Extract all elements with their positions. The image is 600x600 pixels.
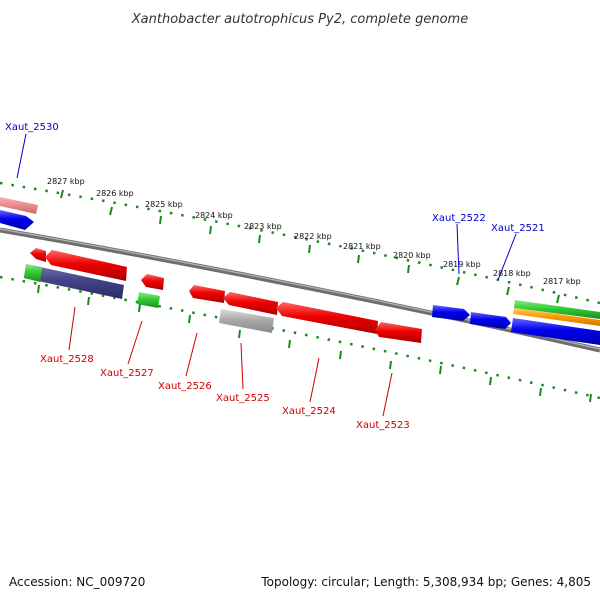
leader-line — [16, 133, 27, 179]
gene-rna-left[interactable] — [24, 264, 42, 282]
gene-xaut-2525[interactable] — [219, 309, 274, 333]
gene-reverse-small[interactable] — [30, 248, 46, 262]
ruler-tick — [288, 339, 291, 349]
scale-label-2820: 2820 kbp — [393, 251, 431, 260]
ruler-tick — [60, 189, 64, 199]
gene-forward[interactable] — [0, 210, 34, 230]
gene-xaut-2527[interactable] — [137, 292, 160, 308]
accession-text: Accession: NC_009720 — [9, 575, 145, 589]
scale-label-2825: 2825 kbp — [145, 200, 183, 209]
gene-reverse-mid[interactable] — [223, 292, 278, 315]
outer-ruler-major-ticks — [60, 189, 560, 304]
ruler-tick — [489, 376, 492, 386]
leader-line — [240, 342, 244, 390]
ruler-tick — [439, 365, 442, 375]
gene-reverse-small-2[interactable] — [141, 274, 164, 290]
leader-line — [185, 332, 198, 377]
scale-label-2824: 2824 kbp — [195, 211, 233, 220]
scale-labels: 2827 kbp 2826 kbp 2825 kbp 2824 kbp 2823… — [47, 177, 581, 286]
leader-line — [68, 306, 76, 351]
leader-line — [456, 223, 460, 275]
leader-lines-forward — [16, 133, 517, 281]
leader-line — [309, 357, 320, 403]
gene-xaut-2528[interactable] — [45, 250, 127, 281]
gene-label-xaut-2528[interactable]: Xaut_2528 — [40, 354, 94, 365]
scale-label-2821: 2821 kbp — [343, 242, 381, 251]
reverse-gene-labels: Xaut_2528 Xaut_2527 Xaut_2526 Xaut_2525 … — [40, 354, 410, 431]
gene-orange[interactable] — [513, 308, 600, 326]
ruler-tick — [389, 360, 392, 370]
ruler-tick — [407, 264, 410, 274]
gene-xaut-2530[interactable] — [0, 197, 38, 214]
leader-line — [127, 320, 143, 365]
ruler-tick — [238, 329, 241, 339]
ruler-tick — [209, 225, 212, 235]
gene-xaut-2528-overlap[interactable] — [24, 264, 124, 299]
ruler-tick — [37, 284, 40, 294]
gene-label-xaut-2527[interactable]: Xaut_2527 — [100, 368, 154, 379]
inner-scale-ruler — [0, 275, 600, 400]
leader-lines-reverse — [68, 306, 393, 417]
forward-strand-genes — [0, 197, 600, 345]
scale-label-2818: 2818 kbp — [493, 269, 531, 278]
scale-label-2826: 2826 kbp — [96, 189, 134, 198]
gene-xaut-2524[interactable] — [276, 302, 378, 334]
gene-label-xaut-2523[interactable]: Xaut_2523 — [356, 420, 410, 431]
scale-label-2817: 2817 kbp — [543, 277, 581, 286]
scale-label-2819: 2819 kbp — [443, 260, 481, 269]
ruler-tick — [339, 350, 342, 360]
ruler-tick — [357, 254, 360, 264]
ruler-tick — [506, 286, 510, 296]
leader-line — [497, 233, 517, 281]
ruler-tick — [456, 276, 460, 286]
gene-xaut-2523[interactable] — [375, 322, 422, 343]
gene-label-xaut-2530[interactable]: Xaut_2530 — [5, 122, 59, 133]
reverse-strand-genes — [24, 248, 422, 343]
scale-label-2827: 2827 kbp — [47, 177, 85, 186]
ruler-tick — [87, 296, 90, 306]
ruler-tick — [138, 303, 141, 313]
genome-summary-text: Topology: circular; Length: 5,308,934 bp… — [260, 575, 591, 589]
gene-label-xaut-2526[interactable]: Xaut_2526 — [158, 381, 212, 392]
gene-label-xaut-2522[interactable]: Xaut_2522 — [432, 213, 486, 224]
gene-label-xaut-2525[interactable]: Xaut_2525 — [216, 393, 270, 404]
map-title: Xanthobacter autotrophicus Py2, complete… — [131, 12, 468, 27]
ruler-tick — [188, 314, 191, 324]
ruler-tick — [589, 393, 592, 403]
ruler-tick — [159, 215, 162, 225]
scale-label-2822: 2822 kbp — [294, 232, 332, 241]
scale-label-2823: 2823 kbp — [244, 222, 282, 231]
ruler-tick — [308, 244, 311, 254]
leader-line — [382, 372, 393, 417]
gene-xaut-2522[interactable] — [432, 305, 470, 321]
ruler-tick — [539, 387, 542, 397]
gene-label-xaut-2524[interactable]: Xaut_2524 — [282, 406, 336, 417]
gene-xaut-2526[interactable] — [189, 285, 225, 303]
gene-xaut-2521[interactable] — [470, 312, 511, 329]
forward-gene-labels: Xaut_2530 Xaut_2522 Xaut_2521 — [5, 122, 545, 234]
gene-rna-top[interactable] — [514, 300, 600, 319]
ruler-tick — [109, 206, 113, 216]
ruler-tick — [556, 294, 560, 304]
gene-label-xaut-2521[interactable]: Xaut_2521 — [491, 223, 545, 234]
gene-forward-long[interactable] — [511, 318, 600, 345]
ruler-tick — [258, 234, 261, 244]
inner-ruler-major-ticks — [37, 284, 592, 403]
